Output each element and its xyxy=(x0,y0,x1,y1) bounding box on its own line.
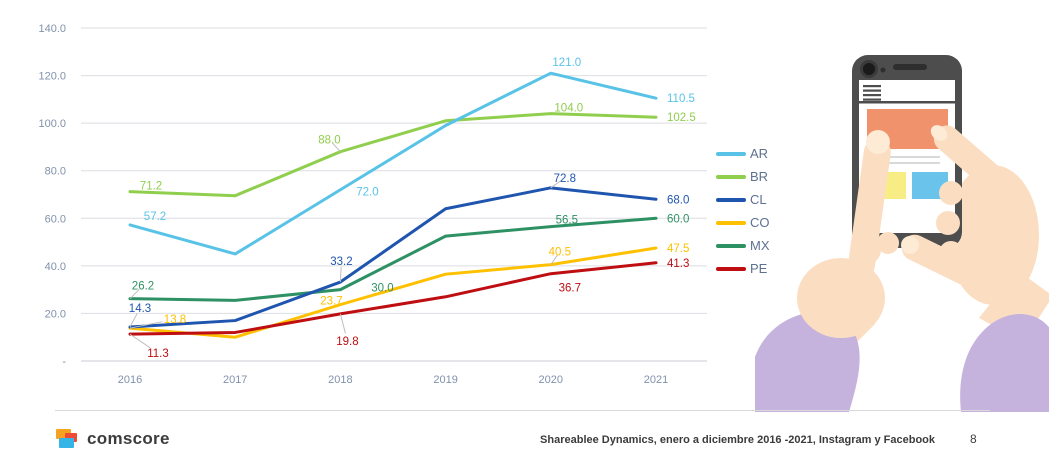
y-tick-label: 100.0 xyxy=(38,118,66,130)
label-leader xyxy=(550,180,562,189)
right-index-nail xyxy=(930,125,948,141)
legend-label-PE: PE xyxy=(750,261,768,276)
right-sleeve xyxy=(960,313,1049,412)
y-tick-label: 60.0 xyxy=(45,213,66,225)
legend-label-CO: CO xyxy=(750,215,770,230)
legend-swatch-CL xyxy=(716,197,746,202)
series-line-BR xyxy=(128,112,658,198)
data-label-AR-2020: 121.0 xyxy=(552,57,581,69)
legend-item-CL: CL xyxy=(716,188,770,211)
right-thumb xyxy=(901,234,981,287)
data-label-AR-2021: 110.5 xyxy=(667,93,695,105)
legend-item-AR: AR xyxy=(716,142,770,165)
legend-item-CO: CO xyxy=(716,211,770,234)
data-label-MX-2020: 56.5 xyxy=(556,215,578,227)
data-label-CL-2020: 72.8 xyxy=(554,173,576,185)
series-line-AR xyxy=(128,71,658,256)
data-label-MX-2021: 60.0 xyxy=(667,213,689,225)
label-leader xyxy=(339,313,346,334)
data-label-MX-2018: 30.0 xyxy=(371,283,393,295)
legend-item-PE: PE xyxy=(716,257,770,280)
legend-label-MX: MX xyxy=(750,238,770,253)
data-label-CL-2018: 33.2 xyxy=(330,256,352,268)
comscore-logo: comscore xyxy=(55,427,170,451)
x-tick-label: 2016 xyxy=(118,374,142,386)
legend-swatch-PE xyxy=(716,266,746,271)
left-finger-knuckle xyxy=(853,236,881,264)
data-label-PE-2016: 11.3 xyxy=(147,348,169,360)
left-index-fingertip xyxy=(866,130,890,154)
series-line-CO xyxy=(128,246,658,339)
data-label-PE-2018: 19.8 xyxy=(336,336,358,348)
y-tick-label: 80.0 xyxy=(45,166,66,178)
legend-item-BR: BR xyxy=(716,165,770,188)
data-label-BR-2018: 88.0 xyxy=(318,135,340,147)
menu-icon xyxy=(863,85,881,101)
data-label-BR-2021: 102.5 xyxy=(667,112,696,124)
screen-header-divider xyxy=(859,101,955,104)
series-line-PE xyxy=(128,261,658,336)
legend-item-MX: MX xyxy=(716,234,770,257)
comscore-logo-icon xyxy=(55,427,80,451)
phone-camera-lens xyxy=(863,63,875,75)
label-leader xyxy=(550,255,558,265)
legend-swatch-AR xyxy=(716,151,746,156)
footer-divider xyxy=(55,410,990,411)
data-label-CO-2016: 13.8 xyxy=(164,314,186,326)
source-note: Shareablee Dynamics, enero a diciembre 2… xyxy=(540,434,935,446)
data-label-CL-2021: 68.0 xyxy=(667,194,689,206)
right-finger-knuckle xyxy=(939,181,963,205)
label-leader xyxy=(332,142,341,153)
y-tick-label: 40.0 xyxy=(45,261,66,273)
data-label-CL-2016: 14.3 xyxy=(129,303,151,315)
legend-swatch-BR xyxy=(716,174,746,179)
y-tick-label: 20.0 xyxy=(45,308,66,320)
legend-label-AR: AR xyxy=(750,146,769,161)
data-label-BR-2020: 104.0 xyxy=(554,103,583,115)
y-tick-label: 120.0 xyxy=(38,71,66,83)
data-label-CO-2020: 40.5 xyxy=(549,247,571,259)
data-label-AR-2016: 57.2 xyxy=(144,211,166,223)
data-label-MX-2016: 26.2 xyxy=(132,281,154,293)
hands-holding-smartphone-illustration xyxy=(755,55,1049,412)
legend-label-CL: CL xyxy=(750,192,767,207)
page-number: 8 xyxy=(970,432,977,446)
line-chart: 140.0 120.0 100.0 80.0 60.0 40.0 20.0 - 2016 2017… xyxy=(38,23,707,386)
right-thumb-nail xyxy=(901,236,919,254)
data-label-CO-2018: 23.7 xyxy=(320,296,342,308)
legend-label-BR: BR xyxy=(750,169,769,184)
x-tick-label: 2021 xyxy=(644,374,668,386)
label-leader xyxy=(129,321,163,329)
y-tick-label: 140.0 xyxy=(38,23,66,35)
legend-swatch-CO xyxy=(716,220,746,225)
label-leader xyxy=(339,266,342,283)
data-label-AR-2018: 72.0 xyxy=(356,187,378,199)
y-tick-label: - xyxy=(62,356,66,368)
data-label-PE-2021: 41.3 xyxy=(667,258,689,270)
screen-text-line xyxy=(872,162,940,164)
x-tick-label: 2020 xyxy=(539,374,563,386)
label-leader xyxy=(129,313,138,328)
phone-sensor-dot xyxy=(880,67,886,73)
x-tick-label: 2019 xyxy=(433,374,457,386)
label-leader xyxy=(129,288,140,300)
left-finger-knuckle xyxy=(877,232,899,254)
right-index-finger xyxy=(933,125,1004,190)
data-label-PE-2020: 36.7 xyxy=(559,283,581,295)
comscore-wordmark: comscore xyxy=(87,429,170,448)
series-line-MX xyxy=(128,216,658,302)
label-leader xyxy=(129,333,151,349)
phone-speaker xyxy=(893,64,927,70)
right-finger-knuckle xyxy=(936,211,960,235)
chart-legend: AR BR CL CO MX PE xyxy=(716,142,770,280)
x-tick-label: 2017 xyxy=(223,374,247,386)
x-tick-label: 2018 xyxy=(328,374,352,386)
screen-text-line xyxy=(872,156,940,158)
series-line-CL xyxy=(128,186,658,329)
data-label-CO-2021: 47.5 xyxy=(667,243,689,255)
legend-swatch-MX xyxy=(716,243,746,248)
data-label-BR-2016: 71.2 xyxy=(140,181,162,193)
